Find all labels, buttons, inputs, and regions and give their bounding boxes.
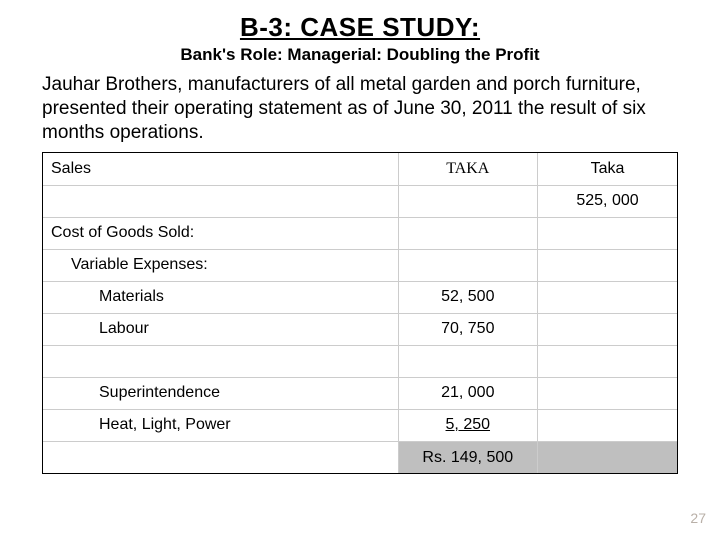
- row-value-2: [538, 409, 677, 441]
- row-value-1: [398, 217, 537, 249]
- row-label: Heat, Light, Power: [43, 409, 398, 441]
- title-sub: Bank's Role: Managerial: Doubling the Pr…: [42, 45, 678, 65]
- row-label: Materials: [43, 281, 398, 313]
- table-row: Superintendence21, 000: [43, 377, 677, 409]
- table-row: 525, 000: [43, 185, 677, 217]
- title-main: B-3: CASE STUDY:: [42, 12, 678, 43]
- table-row: Materials52, 500: [43, 281, 677, 313]
- table-row: Labour70, 750: [43, 313, 677, 345]
- table-row: Rs. 149, 500: [43, 441, 677, 473]
- row-value-1: 52, 500: [398, 281, 537, 313]
- title-block: B-3: CASE STUDY: Bank's Role: Managerial…: [42, 12, 678, 65]
- row-label: Labour: [43, 313, 398, 345]
- table-row: Cost of Goods Sold:: [43, 217, 677, 249]
- statement-table-wrap: SalesTAKATaka525, 000 Cost of Goods Sold:…: [42, 152, 678, 474]
- row-value-2: [538, 217, 677, 249]
- row-value-1: Rs. 149, 500: [398, 441, 537, 473]
- row-label: [43, 441, 398, 473]
- row-value-1: 5, 250: [398, 409, 537, 441]
- row-label: Variable Expenses:: [43, 249, 398, 281]
- row-value-1: TAKA: [398, 153, 537, 185]
- slide: B-3: CASE STUDY: Bank's Role: Managerial…: [0, 0, 720, 540]
- row-value-2: [538, 313, 677, 345]
- row-label: Sales: [43, 153, 398, 185]
- table-row: Variable Expenses:: [43, 249, 677, 281]
- row-value-2: [538, 249, 677, 281]
- row-label: [43, 345, 398, 377]
- row-label: [43, 185, 398, 217]
- row-value-1: [398, 185, 537, 217]
- row-label: Superintendence: [43, 377, 398, 409]
- table-row: SalesTAKATaka: [43, 153, 677, 185]
- row-value-1: [398, 345, 537, 377]
- row-value-1: [398, 249, 537, 281]
- row-label: Cost of Goods Sold:: [43, 217, 398, 249]
- row-value-2: 525, 000: [538, 185, 677, 217]
- row-value-2: [538, 281, 677, 313]
- page-number: 27: [690, 510, 706, 526]
- row-value-2: [538, 345, 677, 377]
- row-value-1: 21, 000: [398, 377, 537, 409]
- table-row: Heat, Light, Power5, 250: [43, 409, 677, 441]
- row-value-1: 70, 750: [398, 313, 537, 345]
- row-value-2: [538, 441, 677, 473]
- row-value-2: [538, 377, 677, 409]
- intro-paragraph: Jauhar Brothers, manufacturers of all me…: [42, 73, 678, 144]
- row-value-2: Taka: [538, 153, 677, 185]
- table-row: [43, 345, 677, 377]
- statement-table: SalesTAKATaka525, 000 Cost of Goods Sold:…: [43, 153, 677, 473]
